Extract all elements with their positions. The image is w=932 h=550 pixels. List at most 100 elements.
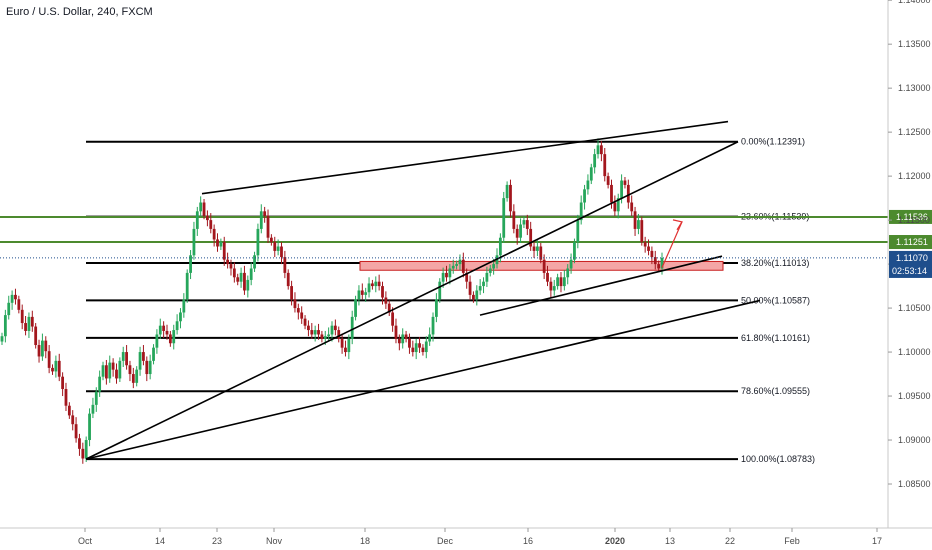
candle-body bbox=[465, 272, 469, 282]
candle-body bbox=[350, 316, 354, 339]
fibonacci-retracement[interactable]: 0.00%(1.12391)23.60%(1.11539)38.20%(1.11… bbox=[86, 137, 815, 464]
candle-body bbox=[411, 347, 415, 353]
candle-body bbox=[145, 360, 149, 375]
candle-body bbox=[566, 268, 570, 278]
candle-body bbox=[78, 438, 81, 449]
candle-body bbox=[121, 352, 125, 361]
candle-body bbox=[394, 325, 398, 339]
candle-body bbox=[300, 312, 304, 319]
candle-body bbox=[290, 286, 293, 300]
price-tick-label: 1.13000 bbox=[898, 83, 931, 93]
arrow-shaft bbox=[661, 221, 683, 268]
candle-body bbox=[424, 341, 428, 353]
candle-body bbox=[556, 277, 560, 287]
candle-body bbox=[404, 334, 408, 339]
candle-body bbox=[522, 220, 526, 225]
candle-body bbox=[263, 211, 267, 216]
price-axis[interactable]: 1.14000 1.13500 1.13000 1.12500 1.12000 1.115… bbox=[887, 0, 932, 528]
candle-body bbox=[660, 257, 664, 269]
candle-body bbox=[320, 334, 324, 339]
candle-body bbox=[488, 268, 492, 273]
trendline[interactable] bbox=[85, 141, 739, 460]
candle-body bbox=[64, 389, 68, 406]
time-axis[interactable]: Oct 14 23 Nov 18 Dec 16 2020 13 22 Feb 17 bbox=[0, 527, 932, 546]
trendline[interactable] bbox=[201, 120, 729, 195]
candle-body bbox=[192, 228, 196, 256]
candle-body bbox=[195, 211, 199, 229]
candle-body bbox=[340, 338, 344, 348]
trendlines[interactable] bbox=[85, 120, 761, 460]
candle-body bbox=[620, 180, 623, 199]
price-badge-label: 1.11251 bbox=[896, 237, 928, 247]
candle-body bbox=[104, 365, 108, 379]
candle-body bbox=[549, 281, 553, 291]
candle-body bbox=[573, 242, 576, 260]
candle-body bbox=[81, 448, 85, 459]
candle-body bbox=[84, 440, 88, 459]
candle-body bbox=[559, 277, 563, 287]
candle-body bbox=[148, 360, 152, 375]
price-tick-label: 1.12500 bbox=[898, 127, 931, 137]
trendline[interactable] bbox=[85, 299, 761, 460]
chart-title: Euro / U.S. Dollar, 240, FXCM bbox=[6, 6, 153, 18]
candle-body bbox=[303, 318, 307, 326]
candle-body bbox=[253, 255, 256, 269]
candle-body bbox=[239, 272, 243, 282]
candle-body bbox=[546, 272, 549, 282]
candle-body bbox=[158, 325, 162, 335]
candle-body bbox=[643, 242, 647, 247]
price-tick-label: 1.10000 bbox=[898, 347, 931, 357]
projection-arrow[interactable] bbox=[661, 219, 683, 268]
candle-body bbox=[276, 246, 280, 251]
candle-body bbox=[27, 316, 31, 331]
fib-level-label: 78.60%(1.09555) bbox=[741, 386, 810, 396]
candle-body bbox=[152, 347, 155, 361]
candle-body bbox=[360, 290, 364, 295]
candle-body bbox=[317, 330, 320, 335]
candle-body bbox=[34, 326, 38, 346]
candle-body bbox=[256, 228, 260, 256]
trendline[interactable] bbox=[479, 255, 723, 316]
price-badge-label: 1.11536 bbox=[896, 212, 928, 222]
candle-body bbox=[421, 347, 425, 353]
candle-body bbox=[41, 340, 44, 357]
candle-body bbox=[384, 297, 388, 304]
fib-level-label: 61.80%(1.10161) bbox=[741, 333, 810, 343]
candle-body bbox=[57, 360, 61, 377]
candle-body bbox=[512, 211, 516, 229]
candle-body bbox=[330, 325, 334, 335]
candle-body bbox=[492, 264, 496, 269]
price-badge bbox=[889, 209, 932, 224]
candle-body bbox=[229, 264, 233, 269]
candle-body bbox=[138, 352, 142, 370]
candle-body bbox=[266, 215, 270, 238]
candle-body bbox=[307, 325, 310, 331]
candle-body bbox=[98, 376, 102, 392]
candle-body bbox=[94, 391, 98, 405]
candle-body bbox=[344, 347, 347, 353]
candle-body bbox=[458, 259, 462, 265]
candle-body bbox=[626, 184, 630, 203]
candle-body bbox=[3, 315, 7, 337]
price-tick-label: 1.13500 bbox=[898, 39, 931, 49]
candle-body bbox=[653, 257, 657, 265]
support-zone[interactable] bbox=[359, 260, 724, 271]
candle-body bbox=[310, 330, 314, 335]
candlesticks bbox=[0, 138, 664, 464]
candle-body bbox=[61, 376, 65, 390]
time-tick-label: 22 bbox=[725, 536, 735, 546]
candle-body bbox=[539, 246, 543, 260]
candle-body bbox=[24, 323, 27, 331]
last-price-label: 1.11070 bbox=[896, 253, 928, 263]
price-tick-label: 1.08500 bbox=[898, 479, 931, 489]
candle-body bbox=[286, 272, 290, 287]
candle-body bbox=[657, 264, 661, 269]
candle-body bbox=[111, 362, 115, 370]
candle-body bbox=[377, 281, 381, 287]
candle-body bbox=[51, 367, 54, 372]
candle-body bbox=[47, 351, 51, 368]
candle-body bbox=[593, 154, 597, 168]
horizontal-levels[interactable]: 1.11536 1.11251 bbox=[0, 209, 932, 250]
candle-body bbox=[596, 145, 600, 155]
